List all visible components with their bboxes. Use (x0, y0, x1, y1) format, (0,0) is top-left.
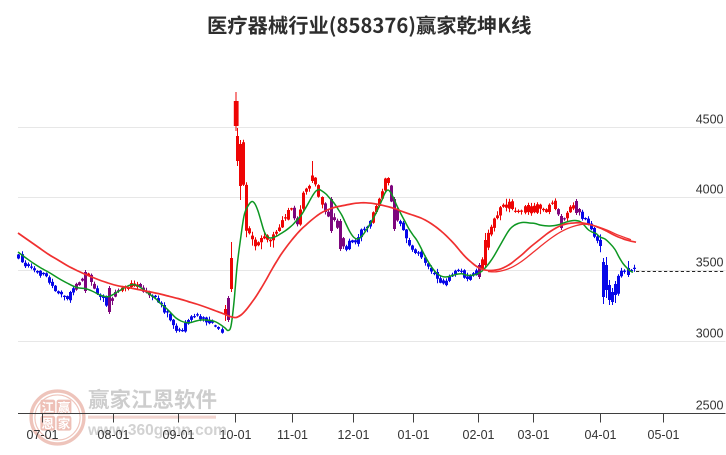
svg-text:12-01: 12-01 (338, 428, 370, 442)
svg-text:www.360gann.com: www.360gann.com (87, 422, 227, 439)
svg-text:02-01: 02-01 (463, 428, 495, 442)
svg-text:4000: 4000 (696, 182, 724, 196)
svg-text:04-01: 04-01 (585, 428, 617, 442)
svg-text:11-01: 11-01 (277, 428, 308, 442)
svg-text:01-01: 01-01 (398, 428, 430, 442)
svg-text:3000: 3000 (696, 326, 724, 340)
svg-text:10-01: 10-01 (220, 428, 252, 442)
svg-text:08-01: 08-01 (98, 428, 130, 442)
svg-text:4500: 4500 (696, 112, 724, 126)
svg-text:05-01: 05-01 (648, 428, 680, 442)
svg-text:09-01: 09-01 (163, 428, 195, 442)
svg-text:03-01: 03-01 (518, 428, 550, 442)
svg-text:3500: 3500 (696, 255, 724, 269)
svg-text:2500: 2500 (696, 398, 724, 412)
svg-text:07-01: 07-01 (27, 428, 59, 442)
